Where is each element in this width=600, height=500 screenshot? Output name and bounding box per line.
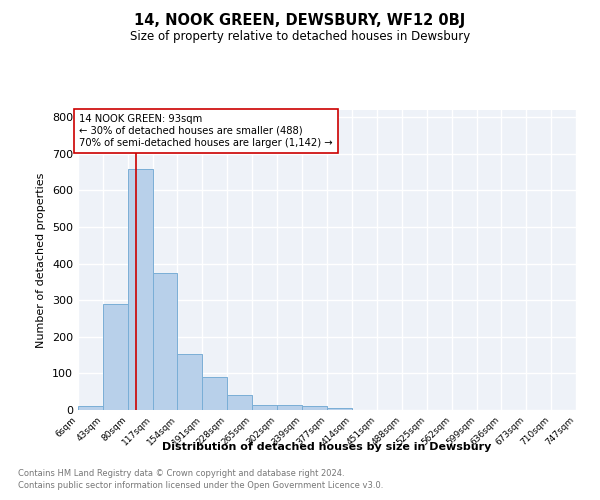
Bar — [78, 406, 103, 410]
Text: Contains HM Land Registry data © Crown copyright and database right 2024.: Contains HM Land Registry data © Crown c… — [18, 468, 344, 477]
Text: Contains public sector information licensed under the Open Government Licence v3: Contains public sector information licen… — [18, 481, 383, 490]
Y-axis label: Number of detached properties: Number of detached properties — [37, 172, 46, 348]
Bar — [328, 408, 352, 410]
Bar — [277, 405, 302, 410]
Bar — [128, 168, 152, 410]
Bar — [302, 406, 328, 410]
Text: 14, NOOK GREEN, DEWSBURY, WF12 0BJ: 14, NOOK GREEN, DEWSBURY, WF12 0BJ — [134, 12, 466, 28]
Bar — [152, 273, 178, 410]
Bar — [202, 378, 227, 410]
Text: Distribution of detached houses by size in Dewsbury: Distribution of detached houses by size … — [163, 442, 491, 452]
Bar — [252, 405, 277, 410]
Text: 14 NOOK GREEN: 93sqm
← 30% of detached houses are smaller (488)
70% of semi-deta: 14 NOOK GREEN: 93sqm ← 30% of detached h… — [79, 114, 333, 148]
Bar — [103, 304, 128, 410]
Text: Size of property relative to detached houses in Dewsbury: Size of property relative to detached ho… — [130, 30, 470, 43]
Bar — [227, 395, 252, 410]
Bar — [178, 354, 202, 410]
